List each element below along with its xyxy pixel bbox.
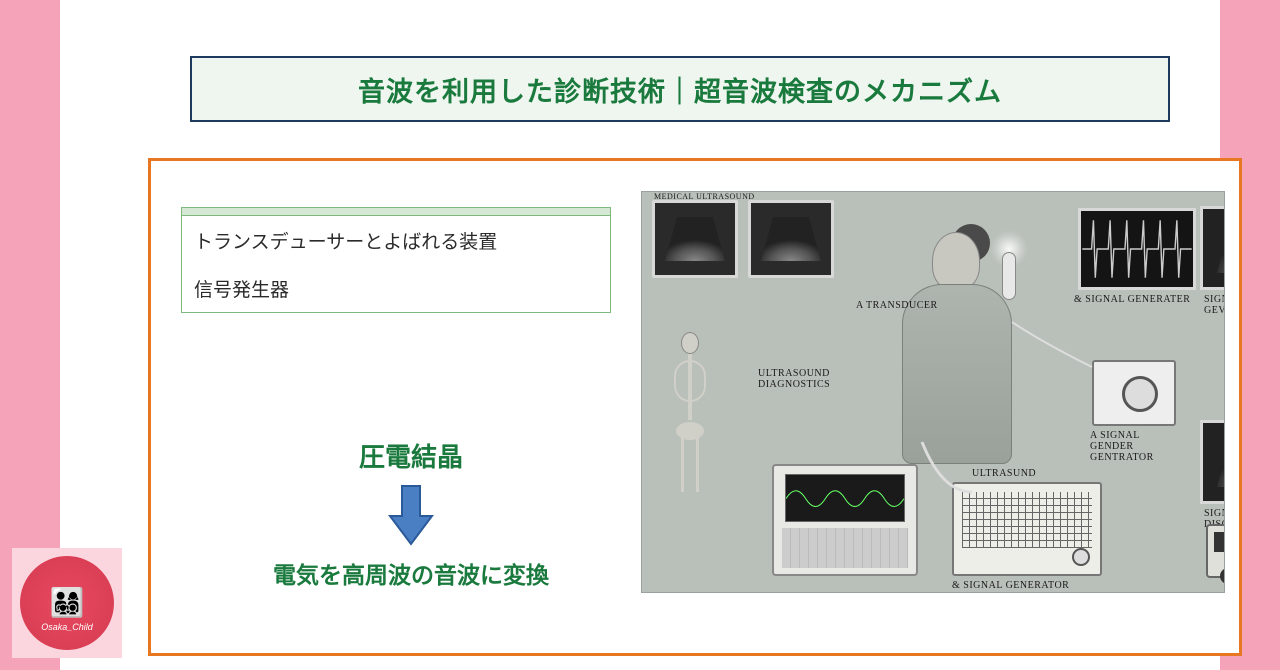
diagram-label: ULTRASUND <box>972 468 1036 479</box>
content-frame: トランスデューサーとよばれる装置 信号発生器 圧電結晶 電気を高周波の音波に変換… <box>148 158 1242 656</box>
crystal-result: 電気を高周波の音波に変換 <box>273 556 549 590</box>
logo-brand-text: Osaka_Child <box>41 622 93 632</box>
page-title: 音波を利用した診断技術｜超音波検査のメカニズム <box>358 70 1002 109</box>
diagram-label: & SIGNAL GENERATOR <box>952 580 1069 591</box>
waveform-screen <box>1078 208 1196 290</box>
diagram-label: SIGNALL GEVIE <box>1204 294 1225 316</box>
ultrasound-console-icon <box>772 464 918 576</box>
sono-screen <box>1200 420 1225 504</box>
arrow-down-icon <box>388 484 434 546</box>
list-item: トランスデューサーとよばれる装置 <box>182 216 610 264</box>
sono-screen <box>748 200 834 278</box>
vehicle-icon <box>1206 524 1225 578</box>
diagram-label: A TRANSDUCER <box>856 300 938 311</box>
sono-screen <box>652 200 738 278</box>
diagram-label: ULTRASOUND DIAGNOSTICS <box>758 368 838 390</box>
title-box: 音波を利用した診断技術｜超音波検査のメカニズム <box>190 56 1170 122</box>
slide-panel: 音波を利用した診断技術｜超音波検査のメカニズム トランスデューサーとよばれる装置… <box>60 0 1220 670</box>
transducer-probe-icon <box>1002 252 1016 300</box>
crystal-block: 圧電結晶 電気を高周波の音波に変換 <box>271 437 551 590</box>
knob-device-icon <box>1092 360 1176 426</box>
signal-generator-icon <box>952 482 1102 576</box>
list-item: 信号発生器 <box>182 264 610 312</box>
brand-logo: 👨‍👩‍👧‍👦 Osaka_Child <box>12 548 122 658</box>
list-header-bar <box>182 208 610 216</box>
diagram-label: & SIGNAL GENERATER <box>1074 294 1190 305</box>
sono-screen-row <box>652 200 834 278</box>
device-list-table: トランスデューサーとよばれる装置 信号発生器 <box>181 207 611 313</box>
sono-screen <box>1200 206 1225 290</box>
family-icon: 👨‍👩‍👧‍👦 <box>50 589 85 617</box>
ultrasound-diagram: MEDICAL ULTRASOUND A TRANSDUCER ULTRAS <box>641 191 1225 593</box>
crystal-heading: 圧電結晶 <box>359 437 463 474</box>
skeleton-icon <box>660 332 720 492</box>
diagram-label: A SIGNAL GENDER GENTRATOR <box>1090 430 1180 463</box>
